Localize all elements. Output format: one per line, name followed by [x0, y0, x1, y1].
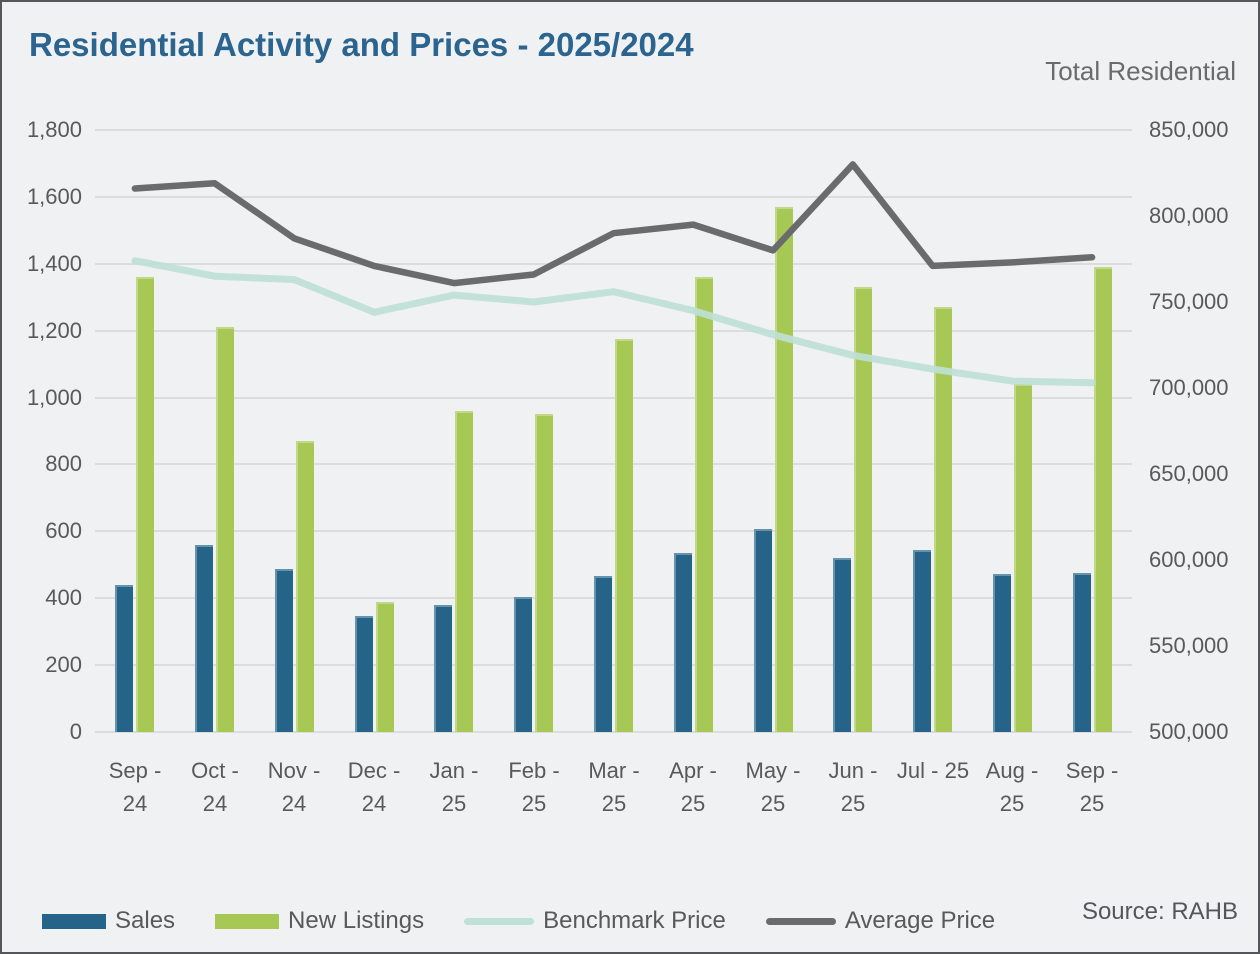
- bar-sales: [1073, 573, 1091, 732]
- gridline: [95, 262, 1132, 265]
- legend-item-sales: Sales: [42, 907, 175, 935]
- legend-swatch-average-price: [765, 917, 836, 925]
- legend-label: Benchmark Price: [543, 907, 726, 934]
- bar-new-listings: [216, 327, 234, 732]
- bar-new-listings: [695, 277, 713, 732]
- x-axis-label: Oct -24: [191, 758, 239, 816]
- bar-sales: [115, 585, 133, 732]
- right-axis-title: Total Residential: [1045, 56, 1236, 86]
- left-axis-tick: 1,200: [26, 317, 82, 343]
- bar-sales: [594, 576, 612, 732]
- bar-new-listings: [535, 414, 553, 732]
- legend-label: Sales: [115, 907, 176, 934]
- bar-new-listings: [615, 339, 633, 732]
- right-axis-tick: 800,000: [1149, 203, 1229, 228]
- bar-new-listings: [1094, 267, 1112, 732]
- line-benchmark-price: [131, 257, 1096, 387]
- left-axis-tick: 200: [45, 652, 82, 678]
- legend-swatch-benchmark-price: [464, 917, 535, 925]
- bar-sales: [913, 550, 931, 732]
- bar-new-listings: [1014, 384, 1032, 732]
- bar-sales: [993, 574, 1011, 732]
- gridline: [95, 195, 1132, 198]
- right-axis-tick: 750,000: [1149, 289, 1229, 314]
- x-axis-label: Sep -25: [1065, 758, 1119, 816]
- x-axis-label: Jul - 25: [896, 758, 970, 783]
- right-axis-tick: 650,000: [1149, 461, 1229, 486]
- bar-sales: [195, 545, 213, 732]
- right-axis-tick: 500,000: [1149, 719, 1229, 744]
- bar-sales: [833, 558, 851, 732]
- legend-swatch-new-listings: [215, 913, 280, 929]
- gridline: [95, 329, 1132, 332]
- bar-sales: [754, 529, 772, 732]
- left-axis-tick: 800: [45, 451, 82, 477]
- price-lines-layer: [131, 161, 1096, 387]
- left-axis-tick: 400: [45, 585, 82, 611]
- left-axis-tick: 1,000: [26, 384, 82, 410]
- legend: Sales New Listings Benchmark Price Average …: [42, 907, 995, 935]
- gridline: [95, 396, 1132, 399]
- legend-item-benchmark-price: Benchmark Price: [464, 907, 726, 935]
- left-axis-tick: 0: [69, 719, 82, 744]
- bar-new-listings: [376, 602, 394, 732]
- bar-new-listings: [854, 287, 872, 732]
- legend-swatch-sales: [42, 913, 106, 929]
- gridline: [95, 597, 1132, 600]
- bar-sales: [434, 605, 452, 732]
- x-axis-label: Feb -25: [508, 758, 560, 816]
- legend-label: Average Price: [844, 907, 996, 934]
- right-axis-tick: 850,000: [1149, 117, 1229, 142]
- x-axis-label: Aug -25: [985, 758, 1039, 816]
- left-axis-tick: 1,400: [26, 250, 82, 276]
- line-average-price: [131, 161, 1096, 287]
- legend-item-new-listings: New Listings: [215, 907, 424, 935]
- legend-label: New Listings: [288, 907, 425, 934]
- bar-new-listings: [455, 411, 473, 732]
- x-axis-label: Sep -24: [108, 758, 162, 816]
- x-axis-label: Apr -25: [669, 758, 717, 816]
- bar-sales: [674, 553, 692, 732]
- gridline: [95, 731, 1132, 733]
- gridline: [95, 664, 1132, 667]
- gridline: [95, 530, 1132, 533]
- left-axis-tick: 1,800: [26, 117, 82, 142]
- gridline: [95, 463, 1132, 466]
- right-axis-tick: 550,000: [1149, 633, 1229, 658]
- bar-new-listings: [296, 441, 314, 732]
- bar-sales: [355, 616, 373, 732]
- bar-new-listings: [136, 277, 154, 732]
- left-axis-tick: 1,600: [26, 183, 82, 209]
- x-axis-label: Dec -24: [347, 758, 401, 816]
- x-axis-label: Jun -25: [828, 758, 878, 816]
- bar-sales: [514, 597, 532, 732]
- legend-item-average-price: Average Price: [765, 907, 996, 935]
- x-axis-label: Nov -24: [267, 758, 321, 816]
- source-label: Source: RAHB: [1081, 898, 1238, 925]
- bar-sales: [275, 569, 293, 732]
- chart-title: Residential Activity and Prices - 2025/2…: [29, 26, 694, 63]
- left-axis-tick: 600: [45, 518, 82, 544]
- x-axis-label: May -25: [745, 758, 801, 816]
- right-axis-tick: 600,000: [1149, 547, 1229, 572]
- x-axis-label: Mar -25: [588, 758, 640, 816]
- bar-new-listings: [934, 307, 952, 732]
- gridline: [95, 129, 1132, 131]
- right-axis-tick: 700,000: [1149, 375, 1229, 400]
- x-axis-label: Jan -25: [429, 758, 479, 816]
